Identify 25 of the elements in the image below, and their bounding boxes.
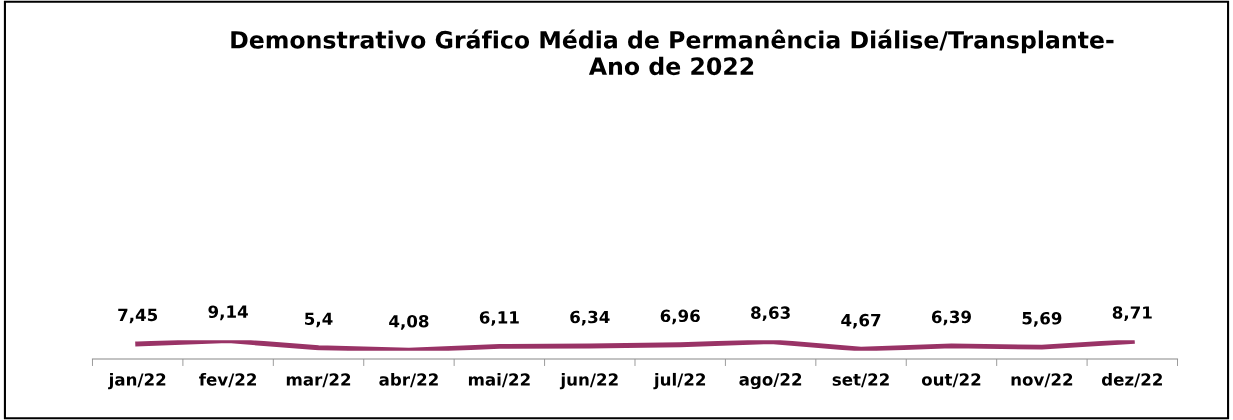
data-label: 4,08 xyxy=(389,314,429,330)
data-label: 6,96 xyxy=(660,309,700,325)
x-tick-label: abr/22 xyxy=(379,372,438,388)
data-label: 6,34 xyxy=(570,310,610,326)
data-label: 8,63 xyxy=(751,306,790,322)
x-tick-label: fev/22 xyxy=(199,372,257,388)
x-tick-label: jan/22 xyxy=(108,372,166,390)
data-label: 5,69 xyxy=(1022,311,1062,327)
data-label: 6,39 xyxy=(931,310,971,326)
x-tick-label: set/22 xyxy=(832,373,889,388)
x-tick-label: jul/22 xyxy=(653,372,706,390)
data-label: 9,14 xyxy=(208,305,248,321)
x-tick-label: mai/22 xyxy=(468,372,530,388)
x-tick-label: ago/22 xyxy=(739,373,802,390)
x-tick-label: mar/22 xyxy=(286,373,351,388)
data-label: 5,4 xyxy=(305,312,333,328)
chart-title: Demonstrativo Gráfico Média de Permanência Diálise/Transplante- Ano de 2022 xyxy=(231,29,1114,76)
x-tick-label: dez/22 xyxy=(1101,372,1162,388)
x-tick-label: nov/22 xyxy=(1011,373,1073,388)
data-label: 7,45 xyxy=(118,308,158,324)
data-label: 6,11 xyxy=(479,311,519,326)
x-tick-label: out/22 xyxy=(921,373,981,388)
data-label: 4,67 xyxy=(841,313,881,329)
x-tick-label: jun/22 xyxy=(559,372,618,390)
data-label: 8,71 xyxy=(1112,306,1152,321)
